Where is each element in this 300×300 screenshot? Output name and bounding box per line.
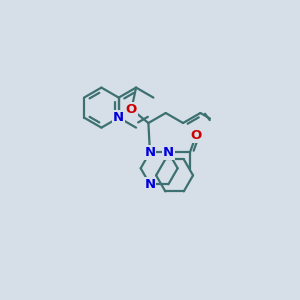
Text: N: N	[144, 146, 155, 159]
Text: O: O	[126, 103, 137, 116]
Text: N: N	[163, 146, 174, 159]
Text: N: N	[113, 111, 124, 124]
Text: O: O	[190, 129, 202, 142]
Text: N: N	[144, 178, 155, 191]
